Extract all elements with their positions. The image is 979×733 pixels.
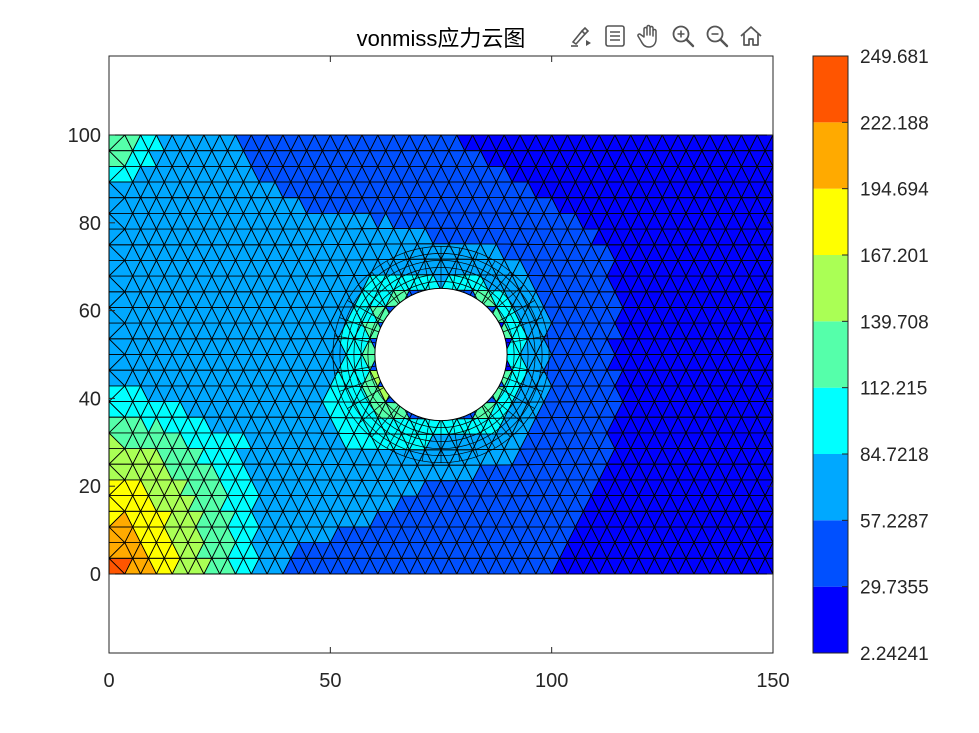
pan-icon	[637, 24, 657, 48]
brush-button[interactable]	[565, 21, 597, 51]
y-tick-label: 80	[79, 213, 101, 235]
y-tick-label: 20	[79, 476, 101, 498]
colorbar-band	[813, 122, 848, 189]
triangular-mesh	[109, 135, 773, 574]
chart-title: vonmiss应力云图	[357, 26, 526, 51]
hole-boundary	[374, 287, 508, 422]
zoom-in-icon	[672, 25, 695, 48]
datatip-icon	[605, 25, 625, 47]
zoom-out-button[interactable]	[701, 21, 733, 51]
stress-contour-plot	[109, 135, 773, 574]
colorbar[interactable]: 249.681 222.188 194.694 167.201 139.708 112.2…	[812, 47, 929, 665]
colorbar-tick-label: 194.694	[860, 180, 929, 201]
home-icon	[740, 26, 762, 46]
axes-toolbar	[565, 21, 767, 51]
colorbar-tick-label: 29.7355	[860, 578, 929, 599]
zoom-in-button[interactable]	[667, 21, 699, 51]
colorbar-band	[813, 188, 848, 255]
colorbar-tick-label: 2.24241	[860, 644, 929, 665]
pan-button[interactable]	[633, 21, 665, 51]
x-tick-label: 50	[319, 670, 341, 692]
y-tick-label: 100	[68, 125, 101, 147]
y-tick-label: 40	[79, 388, 101, 410]
y-tick-label: 0	[90, 564, 101, 586]
colorbar-band	[813, 520, 848, 587]
colorbar-band	[813, 454, 848, 521]
y-tick-label: 60	[79, 301, 101, 323]
brush-icon	[571, 26, 591, 47]
colorbar-tick-label: 84.7218	[860, 445, 929, 466]
x-tick-label: 0	[103, 670, 114, 692]
datatip-button[interactable]	[599, 21, 631, 51]
colorbar-band	[813, 255, 848, 322]
colorbar-band	[813, 586, 848, 653]
x-tick-label: 150	[756, 670, 789, 692]
colorbar-band	[813, 321, 848, 388]
colorbar-tick-label: 139.708	[860, 312, 929, 333]
colorbar-tick-label: 167.201	[860, 246, 929, 267]
colorbar-band	[813, 387, 848, 454]
colorbar-tick-label: 249.681	[860, 47, 929, 68]
colorbar-tick-label: 57.2287	[860, 511, 929, 532]
x-tick-label: 100	[535, 670, 568, 692]
colorbar-tick-label: 112.215	[860, 379, 927, 400]
colorbar-band	[813, 56, 848, 123]
zoom-out-icon	[706, 25, 729, 48]
home-button[interactable]	[735, 21, 767, 51]
colorbar-tick-label: 222.188	[860, 113, 929, 134]
